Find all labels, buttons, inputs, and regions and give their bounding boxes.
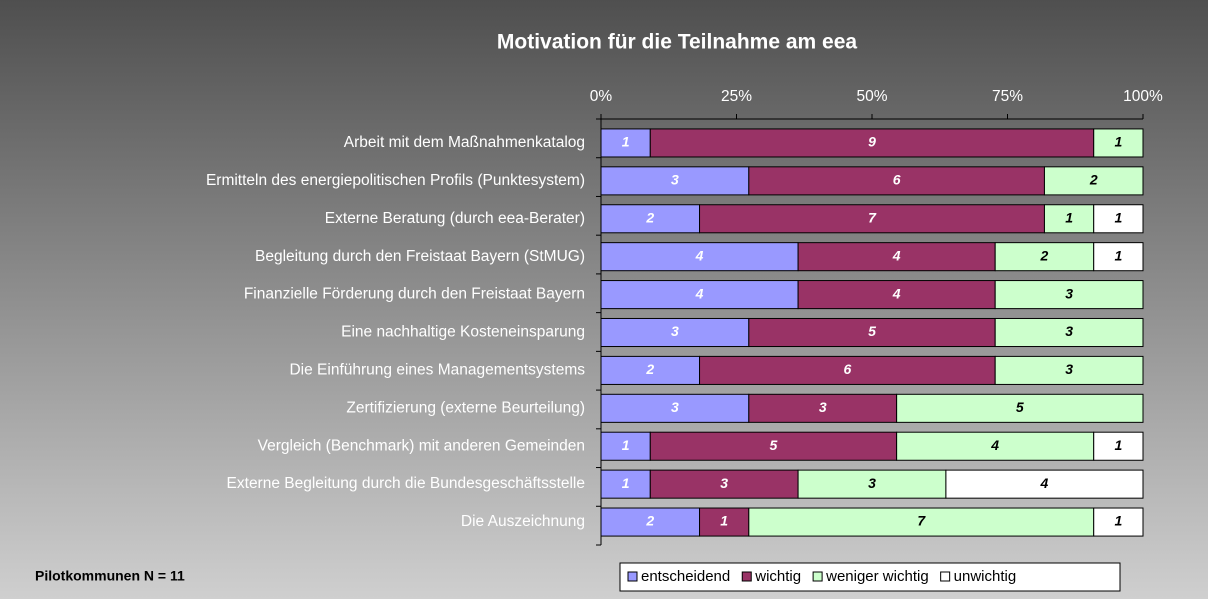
value-label: 3 xyxy=(671,323,679,339)
bar-segment xyxy=(797,242,996,272)
bar-segment xyxy=(699,507,750,537)
bar-segment xyxy=(1043,204,1095,234)
category-label: Begleitung durch den Freistaat Bayern (S… xyxy=(255,248,585,265)
value-label: 9 xyxy=(868,134,876,150)
value-label: 4 xyxy=(892,285,901,301)
bar-segment xyxy=(600,317,750,348)
legend-label: weniger wichtig xyxy=(825,568,929,585)
bar-segment xyxy=(649,469,799,499)
value-label: 3 xyxy=(868,475,876,491)
legend-swatch xyxy=(812,571,823,582)
category-label: Externe Beratung (durch eea-Berater) xyxy=(325,210,585,227)
value-label: 5 xyxy=(868,323,876,339)
legend-swatch xyxy=(627,571,638,582)
value-label: 1 xyxy=(622,437,630,453)
value-label: 3 xyxy=(1065,361,1073,377)
category-label: Arbeit mit dem Maßnahmenkatalog xyxy=(344,134,585,151)
category-label: Externe Begleitung durch die Bundesgesch… xyxy=(227,475,585,492)
value-label: 1 xyxy=(1114,247,1122,263)
value-label: 2 xyxy=(645,209,654,225)
bar-segment xyxy=(649,431,898,461)
value-label: 1 xyxy=(1065,209,1073,225)
x-tick-label: 100% xyxy=(1123,88,1163,105)
value-label: 1 xyxy=(1114,134,1122,150)
category-label: Ermitteln des energiepolitischen Profils… xyxy=(206,172,585,189)
value-label: 1 xyxy=(720,513,728,529)
category-label: Die Auszeichnung xyxy=(461,513,585,530)
value-label: 2 xyxy=(645,361,654,377)
bar-segment xyxy=(748,317,996,348)
legend-label: unwichtig xyxy=(954,568,1017,585)
bar-segment xyxy=(699,355,996,385)
value-label: 4 xyxy=(990,437,999,453)
legend-label: wichtig xyxy=(754,568,801,585)
value-label: 6 xyxy=(843,361,851,377)
value-label: 4 xyxy=(695,285,704,301)
bar-segment xyxy=(600,242,799,272)
bar-segment xyxy=(994,355,1144,385)
value-label: 3 xyxy=(671,399,679,415)
bar-segment xyxy=(600,507,701,537)
legend-label: entscheidend xyxy=(641,568,730,585)
value-label: 6 xyxy=(893,172,901,188)
bar-segment xyxy=(600,280,799,310)
value-label: 7 xyxy=(917,513,926,529)
category-label: Vergleich (Benchmark) mit anderen Gemein… xyxy=(258,437,585,454)
x-tick-label: 0% xyxy=(590,88,613,105)
value-label: 3 xyxy=(671,172,679,188)
bar-segment xyxy=(600,166,750,196)
x-tick-label: 75% xyxy=(992,88,1023,105)
legend xyxy=(619,562,1121,592)
bar-segment xyxy=(748,166,1045,196)
bar-segment xyxy=(994,317,1144,348)
bar-segment xyxy=(600,355,701,385)
category-label: Die Einführung eines Managementsystems xyxy=(289,362,585,379)
value-label: 3 xyxy=(720,475,728,491)
value-label: 5 xyxy=(1016,399,1024,415)
bar-segment xyxy=(797,469,947,499)
bar-segment xyxy=(600,204,701,234)
value-label: 3 xyxy=(819,399,827,415)
value-label: 3 xyxy=(1065,285,1073,301)
value-label: 2 xyxy=(1089,172,1098,188)
bar-segment xyxy=(896,393,1144,423)
bar-segment xyxy=(994,280,1144,310)
bar-segment xyxy=(1093,431,1144,461)
bar-segment xyxy=(896,431,1095,461)
value-label: 1 xyxy=(622,475,630,491)
bar-segment xyxy=(1093,507,1144,537)
value-label: 5 xyxy=(770,437,778,453)
bar-segment xyxy=(600,128,651,158)
value-label: 2 xyxy=(645,513,654,529)
bar-segment xyxy=(1093,204,1144,234)
value-label: 1 xyxy=(622,134,630,150)
legend-swatch xyxy=(741,571,752,582)
x-tick-label: 50% xyxy=(856,88,887,105)
value-label: 1 xyxy=(1114,513,1122,529)
value-label: 4 xyxy=(892,247,901,263)
x-tick-label: 25% xyxy=(721,88,752,105)
value-label: 7 xyxy=(868,209,877,225)
value-label: 3 xyxy=(1065,323,1073,339)
legend-swatch xyxy=(940,571,951,582)
value-label: 2 xyxy=(1040,247,1049,263)
bar-segment xyxy=(1043,166,1144,196)
value-label: 1 xyxy=(1114,209,1122,225)
value-label: 4 xyxy=(695,247,704,263)
chart-title: Motivation für die Teilnahme am eea xyxy=(497,31,858,54)
bar-segment xyxy=(945,469,1144,499)
bar-segment xyxy=(1093,128,1144,158)
category-label: Zertifizierung (externe Beurteilung) xyxy=(346,399,585,416)
bar-segment xyxy=(994,242,1095,272)
value-label: 4 xyxy=(1040,475,1049,491)
bar-segment xyxy=(1093,242,1144,272)
note: Pilotkommunen N = 11 xyxy=(35,568,185,584)
bar-segment xyxy=(649,128,1095,158)
category-label: Finanzielle Förderung durch den Freistaa… xyxy=(244,286,585,303)
category-label: Eine nachhaltige Kosteneinsparung xyxy=(341,324,585,341)
value-label: 1 xyxy=(1114,437,1122,453)
bar-segment xyxy=(600,393,750,423)
